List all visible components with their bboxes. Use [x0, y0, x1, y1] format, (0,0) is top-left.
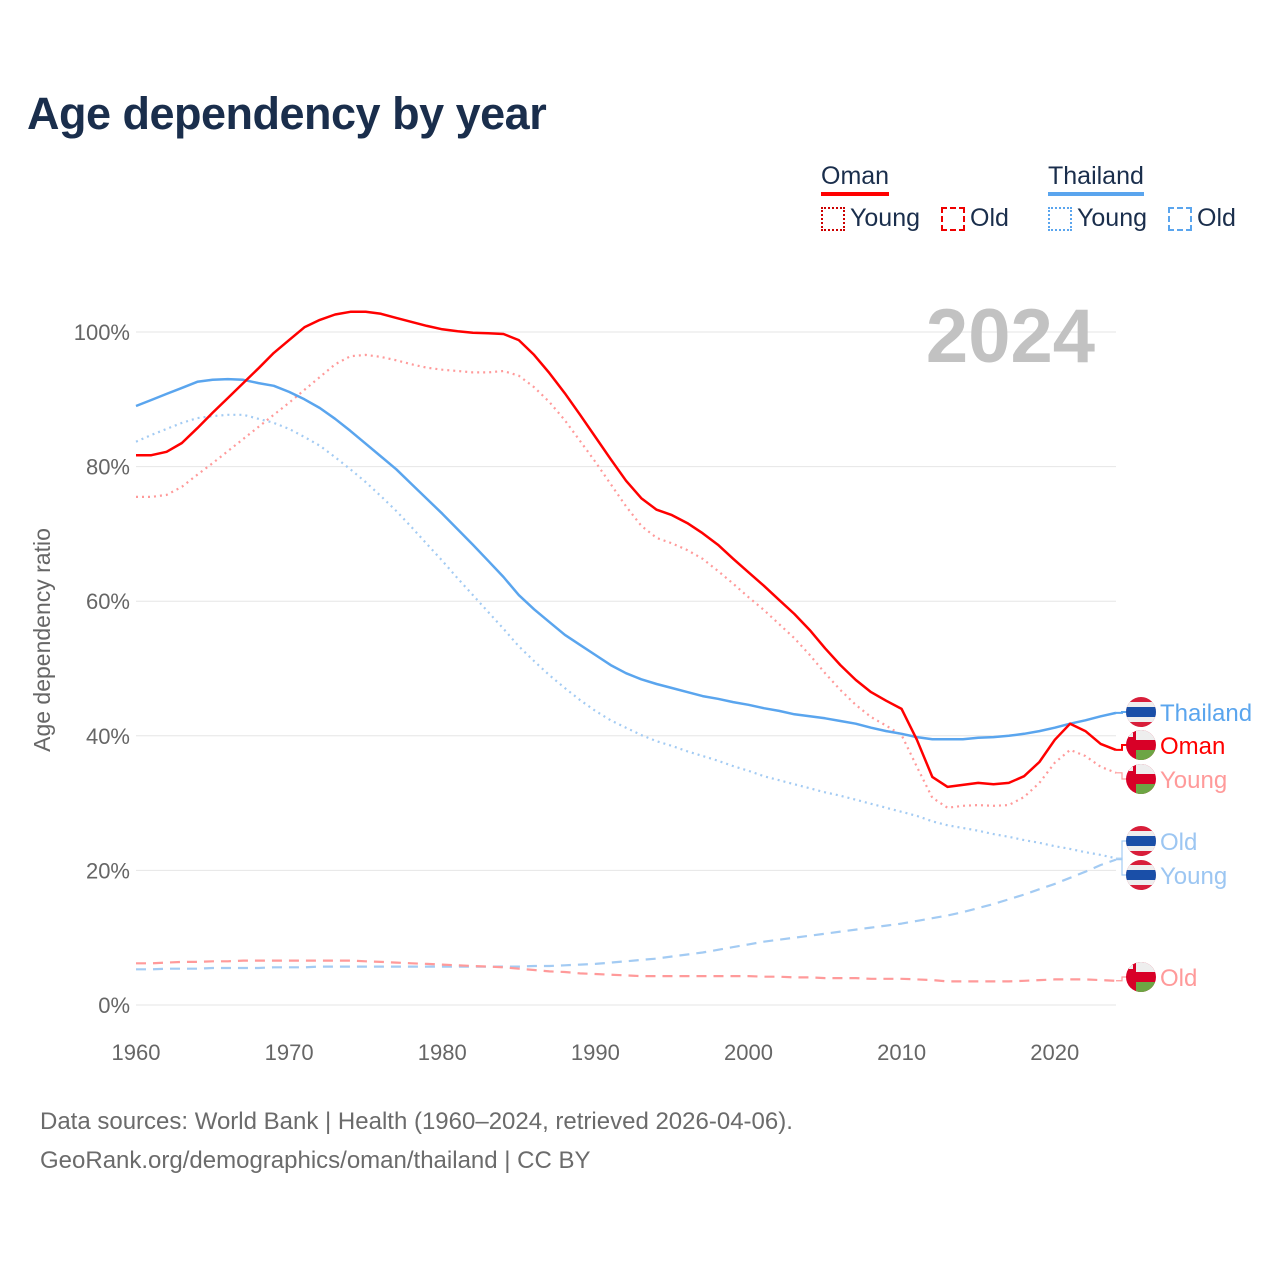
- legend-label: Young: [850, 204, 920, 232]
- source-line-2[interactable]: GeoRank.org/demographics/oman/thailand |…: [40, 1147, 591, 1174]
- end-label-thailand-old[interactable]: Old: [1116, 826, 1197, 861]
- dashed-swatch-icon: [941, 206, 965, 231]
- thailand-flag-icon: [1126, 860, 1156, 890]
- legend-label: Old: [1197, 204, 1236, 232]
- dotted-swatch-icon: [1048, 206, 1072, 231]
- y-tick-label: 20%: [86, 858, 130, 883]
- y-tick-label: 100%: [74, 320, 130, 345]
- legend-thailand-young[interactable]: Young: [1048, 204, 1147, 233]
- series-line-thailand-young[interactable]: [135, 413, 1117, 860]
- legend-label: Young: [1077, 204, 1147, 232]
- end-label-oman-young[interactable]: Young: [1116, 764, 1227, 794]
- year-watermark: 2024: [926, 294, 1095, 379]
- dashed-swatch-icon: [1168, 206, 1192, 231]
- connector-line: [1116, 840, 1127, 861]
- y-tick-label: 0%: [98, 993, 130, 1018]
- end-label-thailand-young[interactable]: Young: [1116, 857, 1227, 890]
- x-tick-label: 1990: [571, 1040, 620, 1065]
- y-tick-label: 40%: [86, 724, 130, 749]
- end-label-oman-old[interactable]: Old: [1116, 962, 1197, 992]
- legend-oman-young[interactable]: Young: [821, 204, 920, 233]
- series-line-oman-young[interactable]: [136, 353, 1117, 809]
- connector-line: [1116, 711, 1127, 714]
- end-label-text: Young: [1160, 767, 1227, 794]
- connector-line: [1116, 976, 1127, 982]
- y-tick-label: 80%: [86, 455, 130, 480]
- end-label-oman[interactable]: Oman: [1116, 730, 1225, 760]
- oman-flag-icon: [1126, 962, 1156, 992]
- end-label-text: Oman: [1160, 733, 1225, 760]
- connector-line: [1116, 772, 1127, 780]
- end-label-thailand[interactable]: Thailand: [1116, 697, 1252, 727]
- end-label-text: Thailand: [1160, 700, 1252, 727]
- series-line-thailand[interactable]: [135, 377, 1117, 741]
- legend-oman-old[interactable]: Old: [941, 204, 1009, 233]
- end-label-text: Old: [1160, 965, 1197, 992]
- y-tick-label: 60%: [86, 589, 130, 614]
- legend-thailand-header[interactable]: Thailand: [1048, 162, 1144, 196]
- x-tick-label: 1980: [418, 1040, 467, 1065]
- x-tick-label: 1970: [265, 1040, 314, 1065]
- legend-thailand-old[interactable]: Old: [1168, 204, 1236, 233]
- series-line-oman-old[interactable]: [136, 959, 1117, 983]
- series-line-oman[interactable]: [136, 310, 1117, 789]
- thailand-flag-icon: [1126, 697, 1156, 727]
- x-tick-label: 1960: [112, 1040, 161, 1065]
- series-line-thailand-old[interactable]: [136, 858, 1117, 971]
- thailand-flag-icon: [1126, 826, 1156, 856]
- connector-line: [1116, 857, 1127, 876]
- legend-label: Old: [970, 204, 1009, 232]
- y-axis-label: Age dependency ratio: [29, 528, 55, 752]
- connector-line: [1116, 744, 1127, 751]
- end-label-text: Young: [1160, 863, 1227, 890]
- oman-flag-icon: [1126, 730, 1156, 760]
- source-line-1: Data sources: World Bank | Health (1960–…: [40, 1108, 793, 1135]
- x-tick-label: 2020: [1030, 1040, 1079, 1065]
- x-tick-label: 2000: [724, 1040, 773, 1065]
- dotted-swatch-icon: [821, 206, 845, 231]
- legend-oman-header[interactable]: Oman: [821, 162, 890, 196]
- chart-title: Age dependency by year: [27, 88, 547, 139]
- x-tick-label: 2010: [877, 1040, 926, 1065]
- oman-flag-icon: [1126, 764, 1156, 794]
- end-label-text: Old: [1160, 829, 1197, 856]
